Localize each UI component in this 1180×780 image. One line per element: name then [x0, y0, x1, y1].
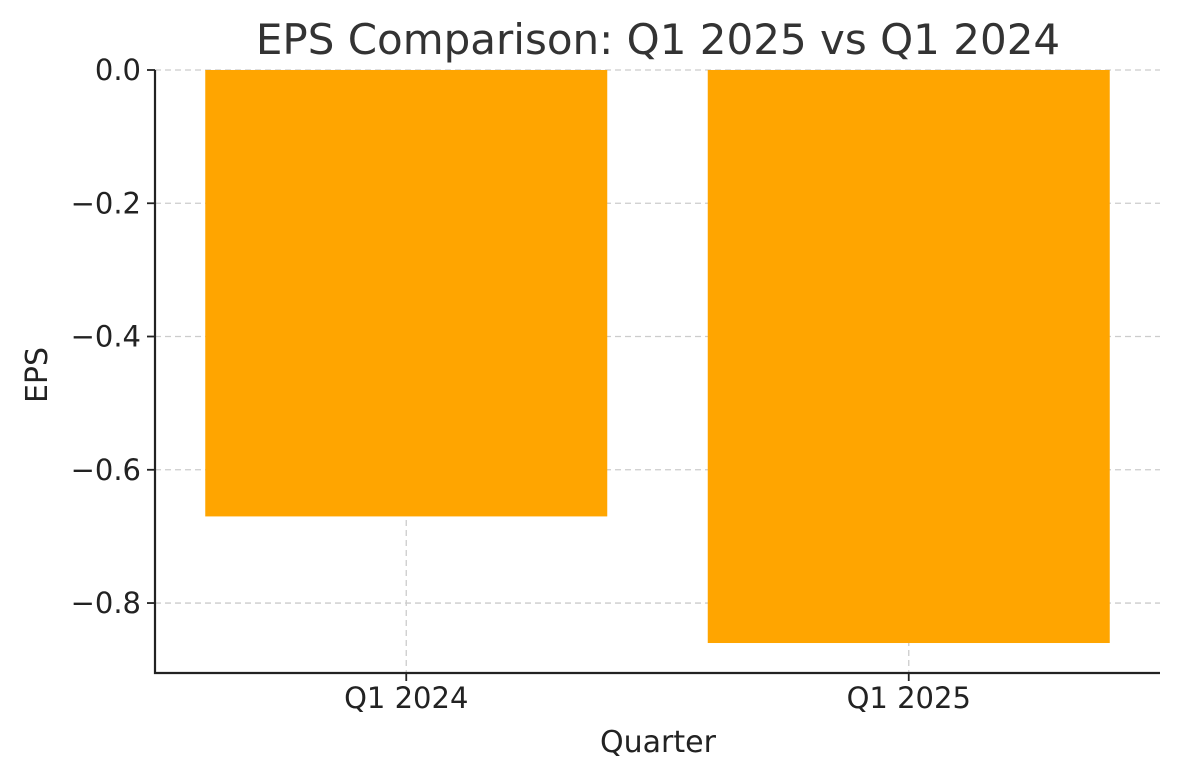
axes: [153, 70, 1160, 675]
y-axis-label: EPS: [20, 347, 55, 403]
chart-title: EPS Comparison: Q1 2025 vs Q1 2024: [256, 15, 1060, 64]
x-axis-ticks: Q1 2024 Q1 2025: [344, 673, 971, 715]
y-axis-ticks: 0.0 −0.2 −0.4 −0.6 −0.8: [71, 53, 155, 620]
y-tick-label: −0.6: [71, 453, 141, 487]
y-tick-label: −0.2: [71, 186, 141, 220]
y-tick-label: −0.4: [71, 320, 141, 354]
x-tick-label: Q1 2025: [847, 681, 971, 715]
x-axis-label: Quarter: [600, 725, 717, 760]
x-tick-label: Q1 2024: [344, 681, 468, 715]
y-tick-label: 0.0: [95, 53, 141, 87]
bars: [205, 70, 1110, 644]
y-tick-label: −0.8: [71, 586, 141, 620]
bar-q1-2025: [707, 70, 1110, 644]
bar-q1-2024: [205, 70, 608, 517]
plot-frame-left-bottom: [153, 70, 1160, 675]
